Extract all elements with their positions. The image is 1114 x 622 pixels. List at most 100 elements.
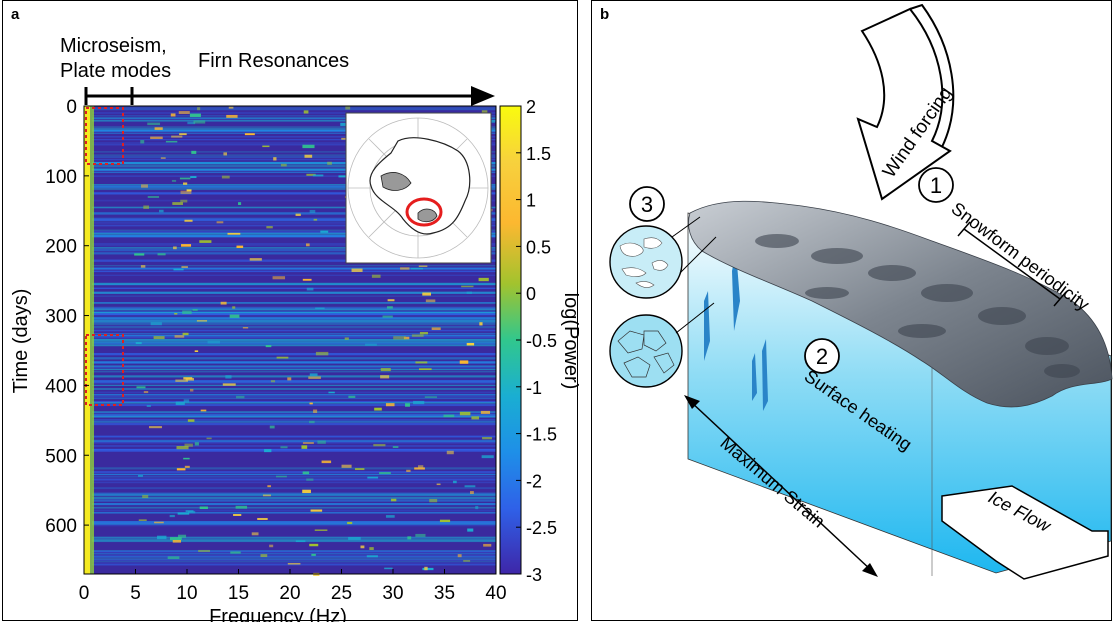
spectrogram-blob	[150, 136, 163, 140]
spectrogram-blob	[348, 395, 356, 398]
spectrogram-blob	[309, 373, 318, 376]
spectrogram-blob	[146, 405, 151, 407]
spectrogram-blob	[143, 391, 149, 394]
spectrogram-line	[92, 171, 496, 174]
wind-arrow	[856, 7, 952, 201]
spectrogram-blob	[366, 555, 378, 558]
spectrogram-blob	[413, 400, 425, 405]
panel-b: b	[591, 0, 1113, 621]
spectrogram-line	[92, 496, 496, 500]
spectrogram-line	[92, 524, 496, 527]
spectrogram-blob	[187, 121, 196, 125]
spectrogram-blob	[178, 534, 187, 538]
spectrogram-blob	[184, 465, 190, 468]
spectrogram-blob	[178, 111, 190, 114]
spectrogram-blob	[182, 332, 189, 336]
spectrogram-blob	[236, 245, 244, 249]
spectrogram-line	[92, 312, 496, 314]
spectrogram-blob	[269, 544, 274, 548]
spectrogram-blob	[480, 410, 491, 414]
spectrogram-blob	[320, 230, 329, 233]
spectrogram-blob	[273, 157, 277, 161]
spectrogram-line	[92, 487, 496, 490]
x-axis-label: Frequency (Hz)	[209, 606, 347, 622]
spectrogram-blob	[249, 258, 262, 261]
spectrogram-line	[92, 307, 496, 310]
spectrogram-line	[92, 265, 496, 267]
spectrogram-blob	[466, 291, 472, 294]
spectrogram-blob	[171, 179, 177, 182]
spectrogram-line	[92, 230, 496, 234]
colorbar-tick-label: 1	[526, 191, 536, 211]
spectrogram-blob	[314, 529, 328, 531]
spectrogram-line	[92, 320, 496, 323]
spectrogram-blob	[135, 341, 142, 345]
x-tick-label: 30	[382, 583, 403, 604]
x-tick-label: 40	[485, 583, 506, 604]
spectrogram-blob	[173, 268, 184, 271]
spectrogram-line	[92, 158, 496, 161]
spectrogram-line	[92, 164, 496, 167]
annot-microseism-line2: Plate modes	[60, 60, 171, 82]
spectrogram-line	[92, 168, 496, 170]
spectrogram-line	[92, 247, 496, 249]
spectrogram-line	[92, 361, 496, 364]
spectrogram-blob	[384, 567, 393, 570]
spectrogram-blob	[443, 414, 455, 418]
spectrogram-line	[92, 342, 496, 345]
spectrogram-line	[92, 151, 496, 153]
spectrogram-line	[92, 135, 496, 138]
spectrogram-blob	[176, 446, 189, 450]
spectrogram-blob	[312, 174, 324, 177]
spectrogram-line	[92, 439, 496, 443]
spectrogram-line	[92, 559, 496, 562]
spectrogram-blob	[165, 140, 178, 143]
spectrogram-blob	[302, 278, 312, 281]
schematic-diagram: Wind forcing 1 2 3 Snowform periodicity …	[609, 3, 1113, 580]
spectrogram-line	[92, 494, 496, 496]
spectrogram-blob	[369, 547, 374, 551]
low-frequency-band-edge	[90, 106, 94, 574]
colorbar-tick-label: -1.5	[526, 425, 557, 445]
spectrogram-line	[92, 506, 496, 509]
y-tick-label: 0	[66, 97, 77, 118]
spectrogram-line	[92, 380, 496, 383]
spectrogram-line	[92, 365, 496, 368]
spectrogram-blob	[481, 110, 488, 114]
crack-2	[704, 291, 710, 361]
spectrogram-line	[92, 337, 496, 339]
spectrogram-blob	[482, 437, 492, 440]
spectrogram-blob	[156, 535, 167, 540]
spectrogram-blob	[199, 240, 212, 243]
x-tick-label: 10	[176, 583, 197, 604]
spectrogram-blob	[262, 494, 271, 497]
spectrogram-line	[92, 538, 496, 541]
spectrogram-line	[92, 481, 496, 484]
spectrogram-line	[92, 308, 496, 311]
spectrogram-line	[92, 229, 496, 231]
spectrogram-line	[92, 287, 496, 290]
spectrogram-blob	[222, 383, 236, 386]
spectrogram-blob	[379, 472, 391, 475]
spectrogram-blob	[266, 226, 273, 229]
spectrogram-blob	[309, 402, 313, 405]
spectrogram-blob	[192, 309, 198, 311]
spectrogram-line	[92, 282, 496, 286]
spectrogram-blob	[354, 468, 365, 471]
spectrogram-blob	[391, 498, 397, 502]
spectrogram-blob	[415, 361, 428, 364]
spectrogram-line	[92, 391, 496, 394]
spectrogram-line	[92, 291, 496, 294]
spectrogram-blob	[154, 127, 163, 130]
spectrogram-line	[92, 185, 496, 188]
spectrogram-blob	[276, 356, 289, 359]
spectrogram-blob	[180, 190, 192, 195]
colorbar-tick-label: 0	[526, 284, 536, 304]
spectrogram-blob	[136, 386, 146, 389]
spectrogram-line	[92, 212, 496, 214]
spectrogram-blob	[183, 182, 188, 185]
y-tick-label: 300	[45, 307, 77, 328]
spectrogram-blob	[232, 306, 236, 309]
spectrogram-line	[92, 192, 496, 195]
spectrogram-blob	[216, 221, 224, 224]
